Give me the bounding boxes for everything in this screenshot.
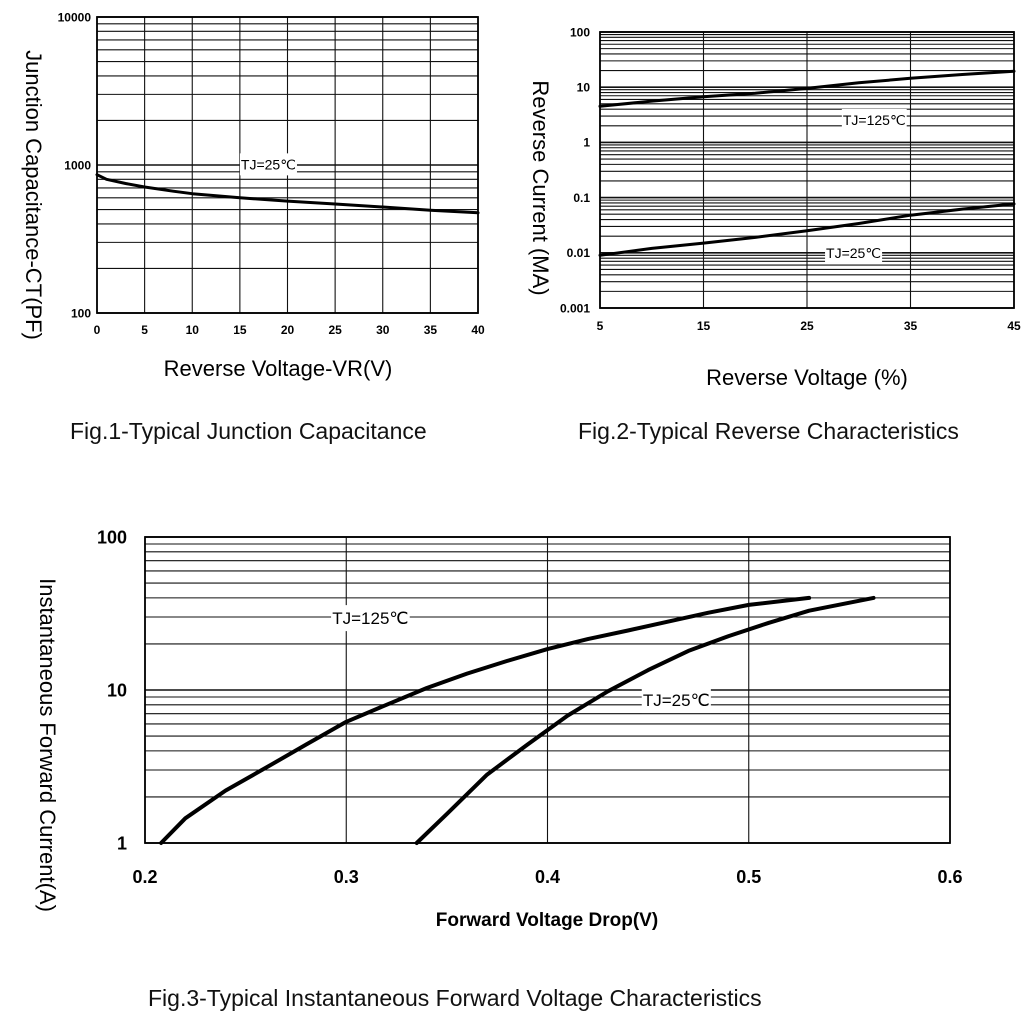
- fig3-x-tick-label: 0.2: [132, 867, 157, 887]
- fig2-caption: Fig.2-Typical Reverse Characteristics: [578, 418, 959, 444]
- fig2-chart: 5 15 25 35 45 0.001 0.01 0.1 1 10 100 Reverse Volta…: [528, 25, 1021, 390]
- fig2-x-tick-label: 15: [697, 319, 711, 333]
- fig1-x-tick-label: 20: [281, 323, 295, 337]
- fig2-x-tick-label: 25: [800, 319, 814, 333]
- fig3-series-label-1: TJ=125℃: [332, 609, 408, 628]
- fig3-series-line-2: [414, 595, 876, 845]
- fig3-y-tick-label: 100: [97, 527, 127, 547]
- fig2-y-tick-label: 10: [577, 81, 591, 95]
- fig2-series-label-2: TJ=25℃: [826, 245, 881, 261]
- fig3-y-tick-label: 1: [117, 833, 127, 853]
- fig1-x-tick-label: 5: [141, 323, 148, 337]
- fig3-x-tick-label: 0.3: [334, 867, 359, 887]
- fig2-plot-frame: [599, 31, 1015, 309]
- fig1-x-tick-label: 25: [328, 323, 342, 337]
- fig1-y-axis-title: Junction Capacitance-CT(PF): [21, 50, 46, 340]
- fig3-caption: Fig.3-Typical Instantaneous Forward Volt…: [148, 985, 762, 1011]
- fig1-x-tick-label: 30: [376, 323, 390, 337]
- fig2-y-tick-label: 0.001: [560, 301, 590, 315]
- fig1-x-axis-title: Reverse Voltage-VR(V): [164, 356, 393, 381]
- fig2-x-tick-label: 45: [1007, 319, 1021, 333]
- fig1-x-tick-label: 10: [186, 323, 200, 337]
- fig1-series-label-1: TJ=25℃: [241, 156, 296, 172]
- fig3-x-tick-label: 0.5: [736, 867, 761, 887]
- fig1-x-tick-label: 35: [424, 323, 438, 337]
- fig3-x-axis-title: Forward Voltage Drop(V): [436, 910, 658, 931]
- fig1-x-tick-label: 0: [94, 323, 101, 337]
- fig3-series-label-2: TJ=25℃: [643, 691, 710, 710]
- fig3-plot-frame: [144, 536, 951, 844]
- fig2-series-label-bg: [841, 108, 907, 131]
- fig3-x-tick-label: 0.4: [535, 867, 560, 887]
- fig2-series-label-1: TJ=125℃: [843, 112, 906, 128]
- fig2-y-tick-label: 0.1: [573, 191, 590, 205]
- fig2-y-tick-label: 1: [583, 136, 590, 150]
- fig1-chart: 0 5 10 15 20 25 30 35 40 100 1000 10000 Reverse Volt…: [21, 10, 485, 381]
- fig2-y-tick-label: 0.01: [567, 246, 591, 260]
- fig3-x-tick-label: 0.6: [937, 867, 962, 887]
- fig1-plot-frame: [96, 16, 479, 314]
- fig1-y-tick-label: 1000: [64, 158, 91, 172]
- fig2-series-line-2: [598, 202, 1016, 257]
- fig1-x-tick-label: 40: [471, 323, 485, 337]
- fig2-y-tick-label: 100: [570, 25, 590, 39]
- fig2-x-gridlines: [599, 32, 1015, 308]
- fig3-y-axis-title: Instantaneous Forward Current(A): [35, 578, 60, 912]
- fig1-series-line-1: [95, 173, 480, 215]
- fig1-series-label-bg: [239, 153, 297, 176]
- fig2-series-label-bg: [825, 241, 883, 264]
- fig1-y-tick-label: 10000: [58, 10, 92, 24]
- fig2-x-tick-label: 35: [904, 319, 918, 333]
- fig1-caption: Fig.1-Typical Junction Capacitance: [70, 418, 427, 444]
- fig3-series-line-1: [159, 595, 812, 845]
- fig2-y-axis-title: Reverse Current (MA): [528, 80, 553, 295]
- fig2-series-line-1: [598, 69, 1016, 108]
- fig1-y-tick-label: 100: [71, 306, 91, 320]
- fig1-x-tick-label: 15: [233, 323, 247, 337]
- fig2-x-tick-label: 5: [597, 319, 604, 333]
- fig3-chart: 0.2 0.3 0.4 0.5 0.6 1 10 100 Forward Voltage Dro…: [35, 527, 963, 931]
- fig3-series-label-bg: [641, 687, 711, 714]
- fig3-y-tick-label: 10: [107, 680, 127, 700]
- fig2-x-axis-title: Reverse Voltage (%): [706, 365, 908, 390]
- fig3-series-label-bg: [331, 605, 410, 632]
